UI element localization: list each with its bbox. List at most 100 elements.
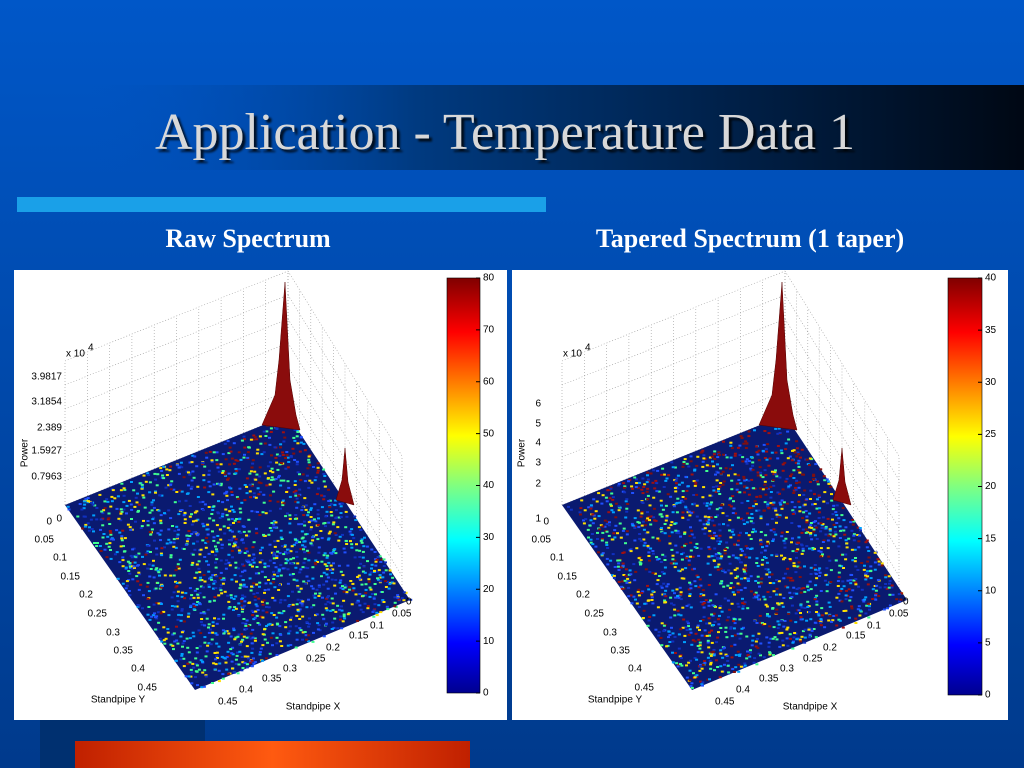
surface-cell: [600, 553, 604, 556]
surface-cell: [105, 556, 109, 559]
surface-cell: [271, 644, 274, 647]
surface-cell: [831, 513, 835, 516]
surface-cell: [293, 484, 297, 486]
surface-cell: [775, 516, 779, 518]
surface-cell: [826, 480, 830, 483]
surface-cell: [639, 559, 643, 561]
surface-cell: [792, 469, 796, 472]
surface-cell: [332, 562, 335, 565]
surface-cell: [215, 558, 219, 561]
surface-cell: [745, 462, 749, 465]
surface-cell: [801, 528, 805, 531]
x-tick-label: 0.1: [867, 621, 881, 632]
surface-cell: [278, 601, 282, 604]
surface-cell: [234, 636, 238, 639]
surface-cell: [345, 591, 349, 594]
surface-cell: [269, 494, 272, 497]
surface-cell: [295, 603, 299, 606]
surface-cell: [812, 528, 816, 531]
surface-cell: [157, 602, 161, 605]
y-tick-label: 0.25: [585, 609, 605, 620]
surface-cell: [748, 556, 752, 559]
surface-cell: [776, 457, 780, 460]
surface-cell: [724, 630, 728, 633]
surface-cell: [789, 619, 793, 622]
z-tick-label: 1: [535, 514, 541, 525]
surface-cell: [692, 480, 696, 483]
surface-cell: [774, 451, 778, 454]
surface-cell: [786, 626, 790, 629]
surface-cell: [729, 627, 733, 630]
surface-cell: [199, 632, 203, 635]
surface-cell: [619, 536, 623, 539]
surface-cell: [834, 533, 838, 536]
surface-cell: [873, 568, 877, 571]
z-tick-label: 0.7963: [31, 472, 62, 483]
surface-cell: [163, 512, 166, 515]
surface-cell: [263, 472, 267, 475]
surface-cell: [865, 572, 869, 574]
surface-cell: [823, 479, 827, 482]
surface-cell: [739, 531, 742, 534]
surface-cell: [739, 632, 743, 635]
surface-cell: [358, 577, 362, 580]
surface-cell: [115, 551, 119, 554]
surface-cell: [331, 602, 335, 605]
surface-cell: [844, 526, 848, 529]
surface-cell: [264, 582, 268, 585]
surface-cell: [817, 494, 821, 497]
surface-cell: [334, 592, 337, 595]
surface-cell: [787, 612, 791, 615]
surface-cell: [207, 469, 211, 472]
surface-cell: [789, 475, 792, 478]
surface-cell: [177, 613, 181, 616]
surface-cell: [692, 536, 696, 539]
surface-cell: [759, 487, 763, 490]
surface-cell: [781, 488, 785, 491]
surface-cell: [853, 548, 857, 551]
surface-cell: [841, 507, 845, 510]
surface-cell: [360, 541, 364, 544]
surface-cell: [819, 522, 823, 525]
surface-cell: [702, 594, 706, 597]
surface-cell: [587, 536, 590, 539]
surface-cell: [676, 474, 680, 477]
surface-cell: [366, 605, 370, 607]
surface-cell: [298, 473, 301, 476]
surface-cell: [755, 445, 759, 448]
surface-cell: [812, 628, 816, 630]
surface-cell: [681, 551, 685, 554]
surface-cell: [726, 616, 730, 619]
surface-cell: [252, 592, 256, 595]
surface-cell: [339, 516, 343, 519]
surface-cell: [183, 522, 187, 524]
surface-cell: [368, 595, 372, 598]
surface-cell: [125, 504, 129, 507]
surface-cell: [120, 537, 124, 540]
surface-cell: [744, 460, 748, 463]
surface-cell: [329, 609, 333, 612]
surface-cell: [835, 522, 839, 524]
surface-cell: [217, 669, 221, 672]
surface-cell: [755, 495, 759, 498]
surface-cell: [850, 529, 854, 532]
surface-cell: [813, 621, 817, 624]
surface-cell: [275, 461, 279, 464]
surface-cell: [176, 563, 180, 566]
surface-cell: [177, 513, 181, 516]
surface-cell: [806, 584, 810, 587]
surface-cell: [130, 556, 134, 559]
surface-cell: [756, 471, 760, 474]
surface-cell: [768, 652, 772, 655]
surface-cell: [169, 483, 173, 486]
surface-cell: [775, 587, 779, 590]
surface-cell: [270, 612, 274, 615]
surface-cell: [690, 511, 694, 514]
surface-cell: [262, 451, 266, 454]
surface-cell: [736, 589, 740, 592]
surface-cell: [250, 642, 254, 645]
surface-cell: [225, 494, 229, 497]
surface-cell: [687, 510, 691, 513]
surface-cell: [763, 501, 767, 504]
surface-cell: [844, 594, 848, 597]
